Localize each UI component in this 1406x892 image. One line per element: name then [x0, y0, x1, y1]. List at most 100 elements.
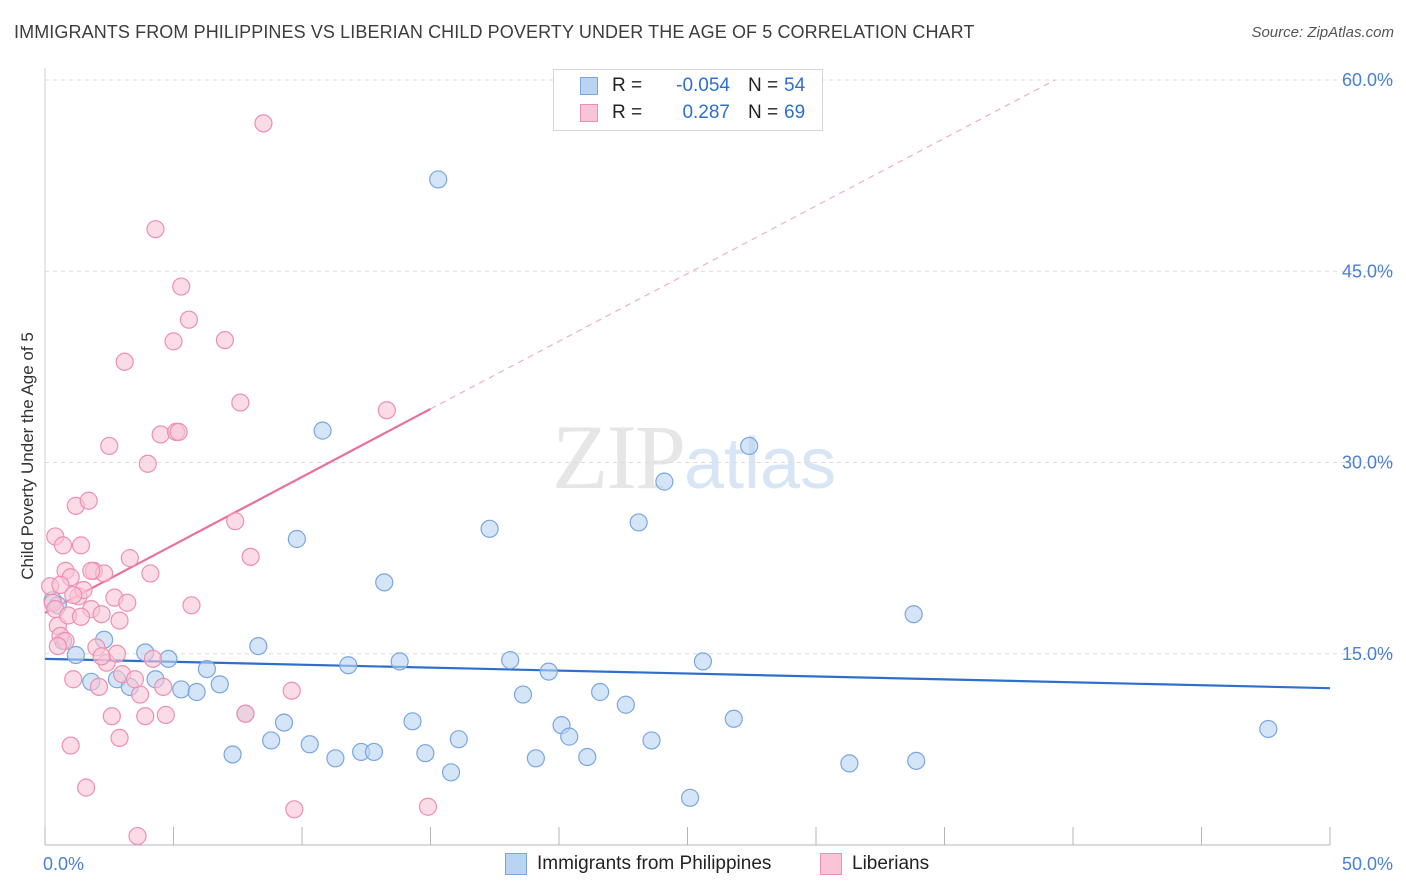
point-philippines	[287, 529, 306, 549]
point-philippines	[560, 727, 579, 746]
x-tick-label: 50.0%	[1342, 854, 1393, 874]
point-philippines	[274, 713, 294, 732]
legend-n-label: N =	[748, 102, 779, 123]
point-liberians	[254, 114, 273, 133]
legend-r-value: 0.287	[682, 102, 730, 123]
legend-r-label: R =	[612, 75, 643, 96]
y-tick-label: 30.0%	[1342, 453, 1393, 473]
y-tick-label: 15.0%	[1342, 644, 1393, 664]
point-liberians	[231, 393, 250, 412]
point-philippines	[740, 436, 759, 456]
watermark-atlas: atlas	[684, 424, 837, 504]
point-philippines	[578, 747, 597, 767]
point-liberians	[92, 647, 111, 666]
bottom-legend-label-liberians: Liberians	[852, 853, 930, 874]
trendline	[44, 657, 1331, 690]
point-liberians	[89, 677, 109, 697]
point-liberians	[118, 593, 137, 612]
point-liberians	[71, 536, 91, 555]
point-liberians	[125, 670, 145, 689]
bottom-legend-swatch-philippines	[505, 853, 527, 875]
tick-labels: 15.0% 30.0% 45.0% 60.0% 0.0% 50.0%	[43, 70, 1393, 874]
point-liberians	[48, 636, 67, 656]
point-liberians	[130, 685, 150, 704]
point-philippines	[724, 709, 743, 728]
point-philippines	[403, 712, 422, 731]
point-philippines	[313, 421, 332, 440]
axes	[44, 68, 1331, 846]
point-philippines	[429, 170, 448, 189]
point-philippines	[210, 675, 229, 694]
point-liberians	[285, 800, 304, 819]
point-liberians	[77, 778, 96, 797]
legend-r-label: R =	[612, 102, 643, 123]
point-liberians	[100, 436, 119, 456]
y-tick-label: 45.0%	[1342, 261, 1393, 281]
data-points	[41, 114, 1278, 846]
correlation-legend: R = -0.054 N = 54 R = 0.287 N = 69	[553, 69, 823, 131]
legend-n-value: 69	[784, 102, 806, 123]
x-tick-label: 0.0%	[43, 854, 84, 874]
point-liberians	[151, 425, 170, 444]
point-liberians	[128, 826, 147, 846]
point-philippines	[539, 662, 558, 681]
point-liberians	[226, 512, 245, 531]
point-philippines	[693, 652, 713, 671]
point-philippines	[187, 682, 206, 702]
trendline	[430, 79, 1056, 410]
point-liberians	[141, 564, 160, 583]
legend-row-liberians: R = 0.287 N = 69	[580, 101, 805, 125]
point-liberians	[71, 607, 91, 626]
point-liberians	[92, 605, 111, 624]
point-liberians	[115, 352, 134, 371]
point-liberians	[79, 491, 98, 510]
point-philippines	[364, 742, 384, 762]
legend-swatch-liberians	[580, 104, 598, 122]
point-philippines	[416, 744, 435, 763]
point-philippines	[629, 513, 648, 532]
point-liberians	[64, 670, 83, 689]
point-philippines	[591, 682, 610, 702]
point-liberians	[146, 220, 165, 239]
point-liberians	[110, 728, 129, 748]
point-liberians	[143, 649, 163, 668]
legend-row-philippines: R = -0.054 N = 54	[580, 74, 805, 98]
watermark-zip: ZIP	[552, 406, 686, 508]
point-philippines	[655, 472, 674, 491]
point-liberians	[156, 705, 175, 725]
point-liberians	[282, 681, 301, 700]
point-liberians	[53, 536, 73, 555]
point-liberians	[51, 575, 70, 595]
point-philippines	[513, 685, 533, 704]
point-philippines	[262, 731, 281, 750]
point-liberians	[64, 585, 83, 605]
point-philippines	[526, 749, 545, 768]
legend-n-value: 54	[784, 75, 806, 96]
point-philippines	[66, 645, 85, 665]
source-label: Source: ZipAtlas.com	[1251, 24, 1394, 41]
bottom-legend-label-philippines: Immigrants from Philippines	[537, 853, 772, 874]
point-liberians	[182, 596, 201, 615]
point-philippines	[339, 656, 358, 675]
point-liberians	[154, 677, 173, 697]
point-liberians	[107, 644, 127, 663]
point-liberians	[120, 549, 139, 568]
point-liberians	[138, 454, 157, 473]
point-philippines	[172, 680, 191, 699]
point-liberians	[241, 547, 260, 566]
trendlines	[44, 79, 1331, 690]
watermark: ZIPatlas	[552, 404, 836, 510]
legend-swatch-philippines	[580, 77, 598, 95]
point-philippines	[390, 652, 409, 671]
point-philippines	[441, 763, 461, 782]
point-liberians	[172, 277, 191, 296]
gridlines	[45, 79, 1393, 655]
legend-n-label: N =	[748, 75, 779, 96]
legend-r-value: -0.054	[676, 75, 730, 96]
y-tick-label: 60.0%	[1342, 70, 1393, 90]
point-liberians	[164, 332, 183, 351]
point-liberians	[377, 401, 396, 420]
point-philippines	[1259, 719, 1278, 739]
point-liberians	[110, 611, 129, 630]
